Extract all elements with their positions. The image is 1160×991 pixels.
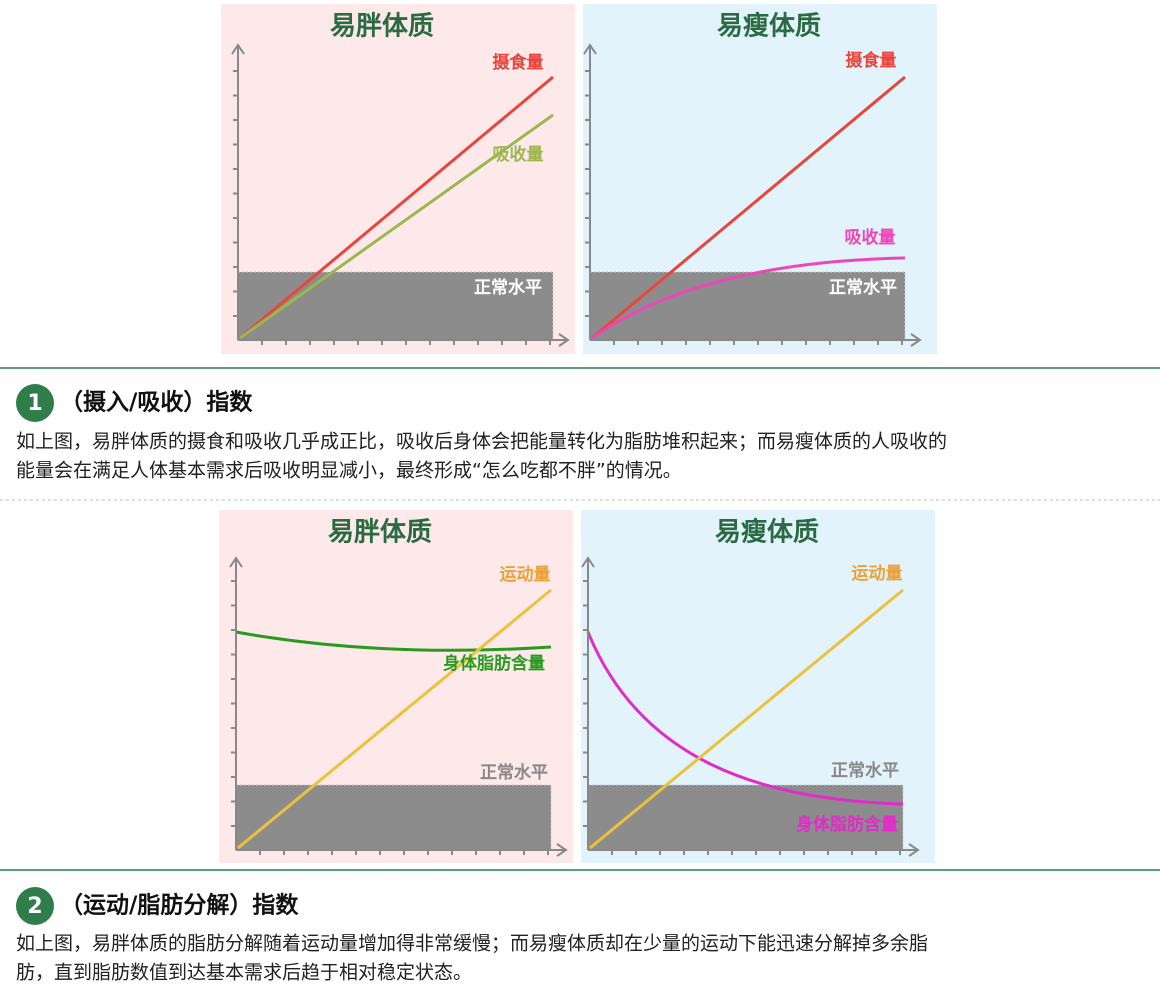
curve <box>586 631 904 806</box>
curve <box>591 75 906 340</box>
curve-label: 正常水平 <box>474 277 542 298</box>
curve <box>589 588 904 850</box>
curve-label: 吸收量 <box>845 227 896 248</box>
heading: （摄入/吸收）指数 <box>60 389 253 416</box>
badge-number: 2 <box>27 894 42 919</box>
normal-band <box>235 784 552 851</box>
paragraph-line: 能量会在满足人体基本需求后吸收明显减小，最终形成“怎么吃都不胖”的情况。 <box>16 460 682 482</box>
axis <box>585 70 903 345</box>
panel-title: 易胖体质 <box>330 12 434 42</box>
axis <box>233 70 551 345</box>
curve <box>591 256 906 340</box>
paragraph-line: 如上图，易胖体质的摄食和吸收几乎成正比，吸收后身体会把能量转化为脂肪堆积起来；而… <box>16 431 947 453</box>
panel-title: 易瘦体质 <box>715 517 819 548</box>
badge-number: 1 <box>27 391 42 416</box>
panel-title: 易胖体质 <box>328 518 432 548</box>
curve-label: 正常水平 <box>480 762 548 783</box>
curve-label: 正常水平 <box>829 277 897 298</box>
curve-label: 运动量 <box>852 563 903 584</box>
curve <box>239 113 554 340</box>
curve-label: 运动量 <box>500 564 551 585</box>
axis <box>231 580 549 855</box>
paragraph-line: 肪，直到脂肪数值到达基本需求后趋于相对稳定状态。 <box>16 962 472 984</box>
axis <box>583 580 901 855</box>
curve-label: 身体脂肪含量 <box>796 814 898 835</box>
curve <box>235 630 552 652</box>
figure-1: 易胖体质 易瘦体质 摄食量 吸收量 正常水平 摄食量 吸收量 正常水平 <box>221 4 937 354</box>
curve-label: 摄食量 <box>846 50 897 71</box>
badge <box>16 384 54 422</box>
curve <box>239 75 554 340</box>
curve-label: 摄食量 <box>493 52 544 73</box>
paragraph-line: 如上图，易胖体质的脂肪分解随着运动量增加得非常缓慢；而易瘦体质却在少量的运动下能… <box>16 933 928 955</box>
curve-label: 吸收量 <box>493 144 544 165</box>
normal-band <box>587 784 904 851</box>
curve-label: 身体脂肪含量 <box>443 653 545 674</box>
heading: （运动/脂肪分解）指数 <box>60 892 299 919</box>
curve <box>237 588 552 850</box>
curve-label: 正常水平 <box>831 760 899 781</box>
panel-title: 易瘦体质 <box>717 11 821 42</box>
badge <box>16 887 54 925</box>
figure-2: 易胖体质 易瘦体质 运动量 身体脂肪含量 正常水平 运动量 正常水平 身体脂肪含… <box>219 510 935 863</box>
